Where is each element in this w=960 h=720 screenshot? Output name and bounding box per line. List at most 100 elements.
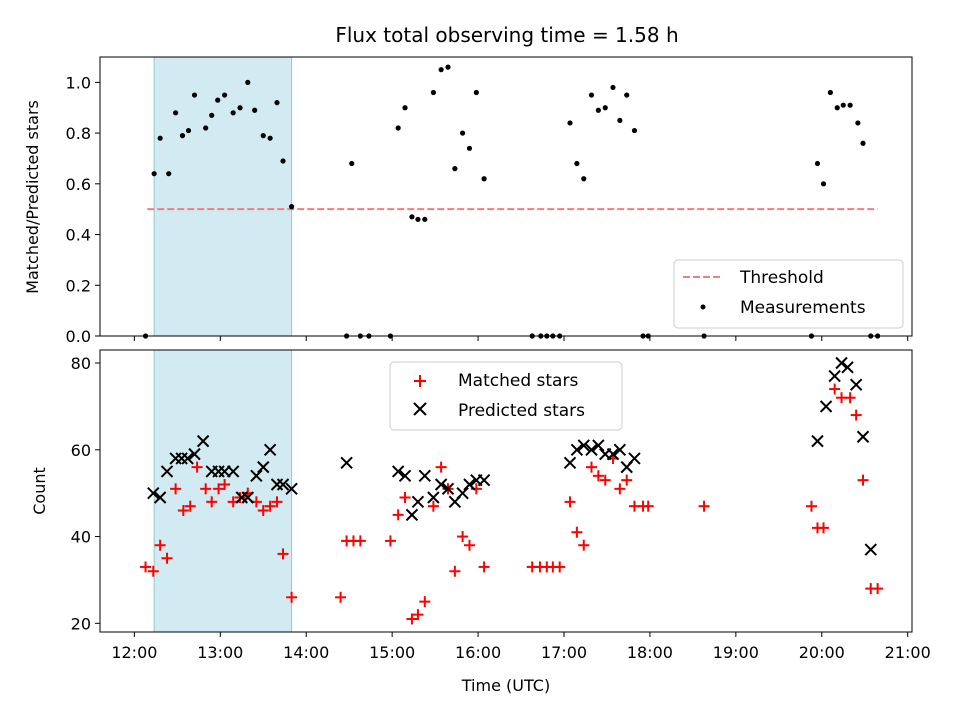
matched-star-point: [463, 539, 475, 551]
predicted-star-point: [434, 478, 448, 491]
measurement-point: [860, 140, 866, 146]
measurement-point: [280, 158, 286, 164]
measurement-point: [631, 127, 638, 134]
matched-star-point: [206, 496, 218, 508]
top-y-tick-label: 1.0: [66, 73, 91, 92]
measurement-point: [209, 112, 215, 118]
matched-star-point: [599, 474, 611, 486]
matched-star-point: [257, 505, 269, 517]
measurement-point: [274, 100, 280, 106]
measurement-point: [151, 171, 157, 177]
measurement-point: [834, 105, 840, 111]
predicted-star-point: [570, 443, 584, 456]
measurement-point: [574, 160, 580, 167]
bottom-y-tick-label: 40: [71, 528, 91, 547]
x-axis-label: Time (UTC): [461, 676, 550, 695]
matched-star-point: [177, 505, 189, 517]
predicted-star-point: [340, 456, 353, 470]
legend-matched-swatch: [414, 375, 426, 387]
measurement-point: [588, 92, 595, 98]
predicted-star-point: [628, 452, 641, 465]
chart-title: Flux total observing time = 1.58 h: [335, 23, 678, 47]
matched-star-point: [264, 500, 276, 512]
matched-star-point: [161, 552, 173, 564]
legend-threshold-label: Threshold: [739, 268, 824, 288]
top-y-tick-label: 0.2: [66, 276, 91, 295]
predicted-star-point: [819, 400, 833, 413]
predicted-star-point: [849, 378, 863, 391]
bottom-legend-box: [389, 361, 623, 431]
measurement-point: [289, 204, 295, 210]
matched-star-point: [213, 483, 225, 495]
predicted-star-point: [463, 478, 476, 491]
predicted-star-point: [577, 439, 590, 452]
measurement-point: [179, 133, 186, 139]
measurement-point: [267, 135, 273, 141]
top-y-tick-label: 0.4: [66, 226, 91, 245]
bottom-y-tick-label: 20: [71, 614, 91, 633]
predicted-star-point: [241, 491, 254, 504]
measurement-point: [221, 92, 228, 98]
predicted-star-point: [864, 543, 877, 556]
measurement-point: [409, 214, 415, 220]
bottom-x-ticks: 12:00 13:00 14:00 15:00 16:00 17:00 18:00 19:00…: [111, 632, 931, 662]
bottom-legend: Matched stars Predicted stars: [389, 361, 623, 431]
legend-predicted-label: Predicted stars: [458, 401, 585, 421]
predicted-star-point: [828, 369, 841, 383]
matched-star-point: [384, 535, 396, 547]
legend-measurements-swatch: [700, 304, 706, 310]
matched-star-point: [829, 383, 841, 395]
predicted-star-point: [285, 482, 298, 496]
x-tick-label: 20:00: [799, 643, 845, 662]
measurement-point: [415, 216, 421, 222]
measurement-point: [349, 160, 355, 167]
matched-star-point: [614, 483, 626, 495]
legend-measurements-label: Measurements: [740, 298, 866, 318]
measurement-point: [185, 127, 192, 134]
measurement-point: [847, 102, 853, 108]
predicted-star-point: [250, 469, 263, 483]
measurement-point: [567, 120, 573, 126]
top-y-tick-label: 0.6: [66, 175, 91, 194]
matched-star-point: [457, 531, 469, 543]
matched-star-point: [219, 478, 231, 490]
top-y-axis-label: Matched/Predicted stars: [23, 100, 42, 294]
top-y-ticks: 0.0 0.2 0.4 0.6 0.8 1.0: [66, 73, 100, 346]
measurement-point: [840, 102, 846, 108]
measurement-point: [452, 166, 458, 172]
measurement-point: [481, 176, 487, 182]
predicted-star-point: [563, 456, 577, 470]
measurement-point: [438, 67, 444, 73]
predicted-stars-points: [147, 356, 877, 556]
matched-star-point: [399, 492, 411, 504]
bottom-y-ticks: 20 40 60 80: [71, 354, 100, 633]
matched-star-point: [698, 500, 710, 512]
matched-star-point: [200, 483, 212, 495]
measurement-point: [245, 79, 251, 85]
matched-star-point: [427, 500, 439, 512]
matched-stars-points: [140, 383, 884, 625]
matched-star-point: [277, 548, 289, 560]
matched-star-point: [478, 561, 490, 573]
predicted-star-point: [477, 473, 491, 487]
matched-star-point: [621, 474, 633, 486]
measurement-point: [173, 110, 179, 116]
predicted-star-point: [188, 447, 201, 461]
top-legend: Threshold Measurements: [673, 259, 904, 329]
predicted-star-point: [405, 508, 419, 522]
matched-star-point: [592, 470, 604, 482]
measurement-point: [624, 92, 630, 98]
matched-star-point: [392, 509, 404, 521]
predicted-star-point: [257, 460, 270, 474]
matched-star-point: [564, 496, 576, 508]
top-x-ticks: [133, 336, 909, 341]
matched-star-point: [234, 492, 246, 504]
measurement-point: [473, 89, 479, 96]
predicted-star-point: [427, 491, 440, 504]
top-y-tick-label: 0.8: [66, 124, 91, 143]
matched-star-point: [805, 500, 817, 512]
measurement-point: [617, 117, 623, 124]
matched-star-point: [857, 474, 869, 486]
measurement-point: [166, 171, 172, 177]
matched-star-point: [850, 409, 862, 421]
